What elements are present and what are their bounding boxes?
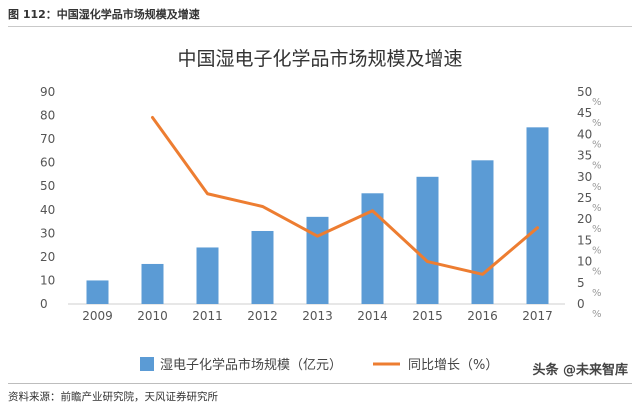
right-tick-unit: % [592,245,602,256]
x-tick-label: 2016 [467,309,498,323]
right-tick-label: 35 [577,149,592,163]
legend: 湿电子化学品市场规模（亿元） 同比增长（%） [140,357,498,373]
right-tick-unit: % [592,288,602,299]
bar-2016 [471,160,494,304]
x-tick-label: 2015 [412,309,443,323]
right-tick-unit: % [592,161,602,172]
growth-rate-line [151,115,539,276]
right-tick-unit: % [592,118,602,129]
chart-title: 中国湿电子化学品市场规模及增速 [177,48,462,70]
right-axis-ticks: 0%5%10%15%20%25%30%35%40%45%50% [577,85,602,320]
legend-label-market-size: 湿电子化学品市场规模（亿元） [160,357,342,373]
left-tick-label: 30 [40,226,55,240]
left-tick-label: 50 [40,179,55,193]
x-tick-label: 2017 [522,309,553,323]
x-tick-label: 2009 [82,309,113,323]
x-tick-label: 2010 [137,309,168,323]
right-tick-unit: % [592,267,602,278]
right-tick-label: 25 [577,191,592,205]
right-tick-label: 40 [577,127,592,141]
left-axis-ticks: 0 10 20 30 40 50 60 70 80 90 [40,85,55,311]
x-tick-label: 2013 [302,309,333,323]
x-tick-label: 2012 [247,309,278,323]
source-note: 资料来源：前瞻产业研究院，天风证券研究所 [8,383,632,404]
x-tick-label: 2011 [192,309,223,323]
right-tick-label: 15 [577,233,592,247]
bar-2009 [86,280,109,304]
bar-2017 [526,127,549,304]
right-tick-unit: % [592,224,602,235]
bar-2015 [416,176,439,304]
left-tick-label: 80 [40,109,55,123]
right-tick-unit: % [592,97,602,108]
right-tick-label: 5 [577,276,585,290]
bar-2011 [196,247,219,304]
right-tick-label: 0 [577,297,585,311]
bar-series [86,127,549,304]
right-tick-unit: % [592,309,602,320]
legend-swatch-market-size [140,357,154,371]
bar-2010 [141,263,164,304]
watermark: 头条 @未来智库 [532,363,628,378]
right-tick-unit: % [592,182,602,193]
right-tick-unit: % [592,203,602,214]
left-tick-label: 60 [40,156,55,170]
bar-2014 [361,193,384,304]
x-tick-label: 2014 [357,309,388,323]
right-tick-label: 45 [577,106,592,120]
right-tick-label: 30 [577,170,592,184]
bar-2012 [251,230,274,304]
left-tick-label: 90 [40,85,55,99]
left-tick-label: 0 [40,297,48,311]
bar-2013 [306,216,329,304]
x-axis-ticks: 2009 2010 2011 2012 2013 2014 2015 2016 2017 [82,309,553,323]
right-tick-label: 20 [577,212,592,226]
legend-label-growth: 同比增长（%） [408,358,498,373]
right-tick-label: 50 [577,85,592,99]
left-tick-label: 20 [40,250,55,264]
figure-caption: 图 112：中国湿化学品市场规模及增速 [8,6,632,27]
left-tick-label: 40 [40,203,55,217]
right-tick-unit: % [592,139,602,150]
left-tick-label: 70 [40,132,55,146]
right-tick-label: 10 [577,255,592,269]
left-tick-label: 10 [40,273,55,287]
